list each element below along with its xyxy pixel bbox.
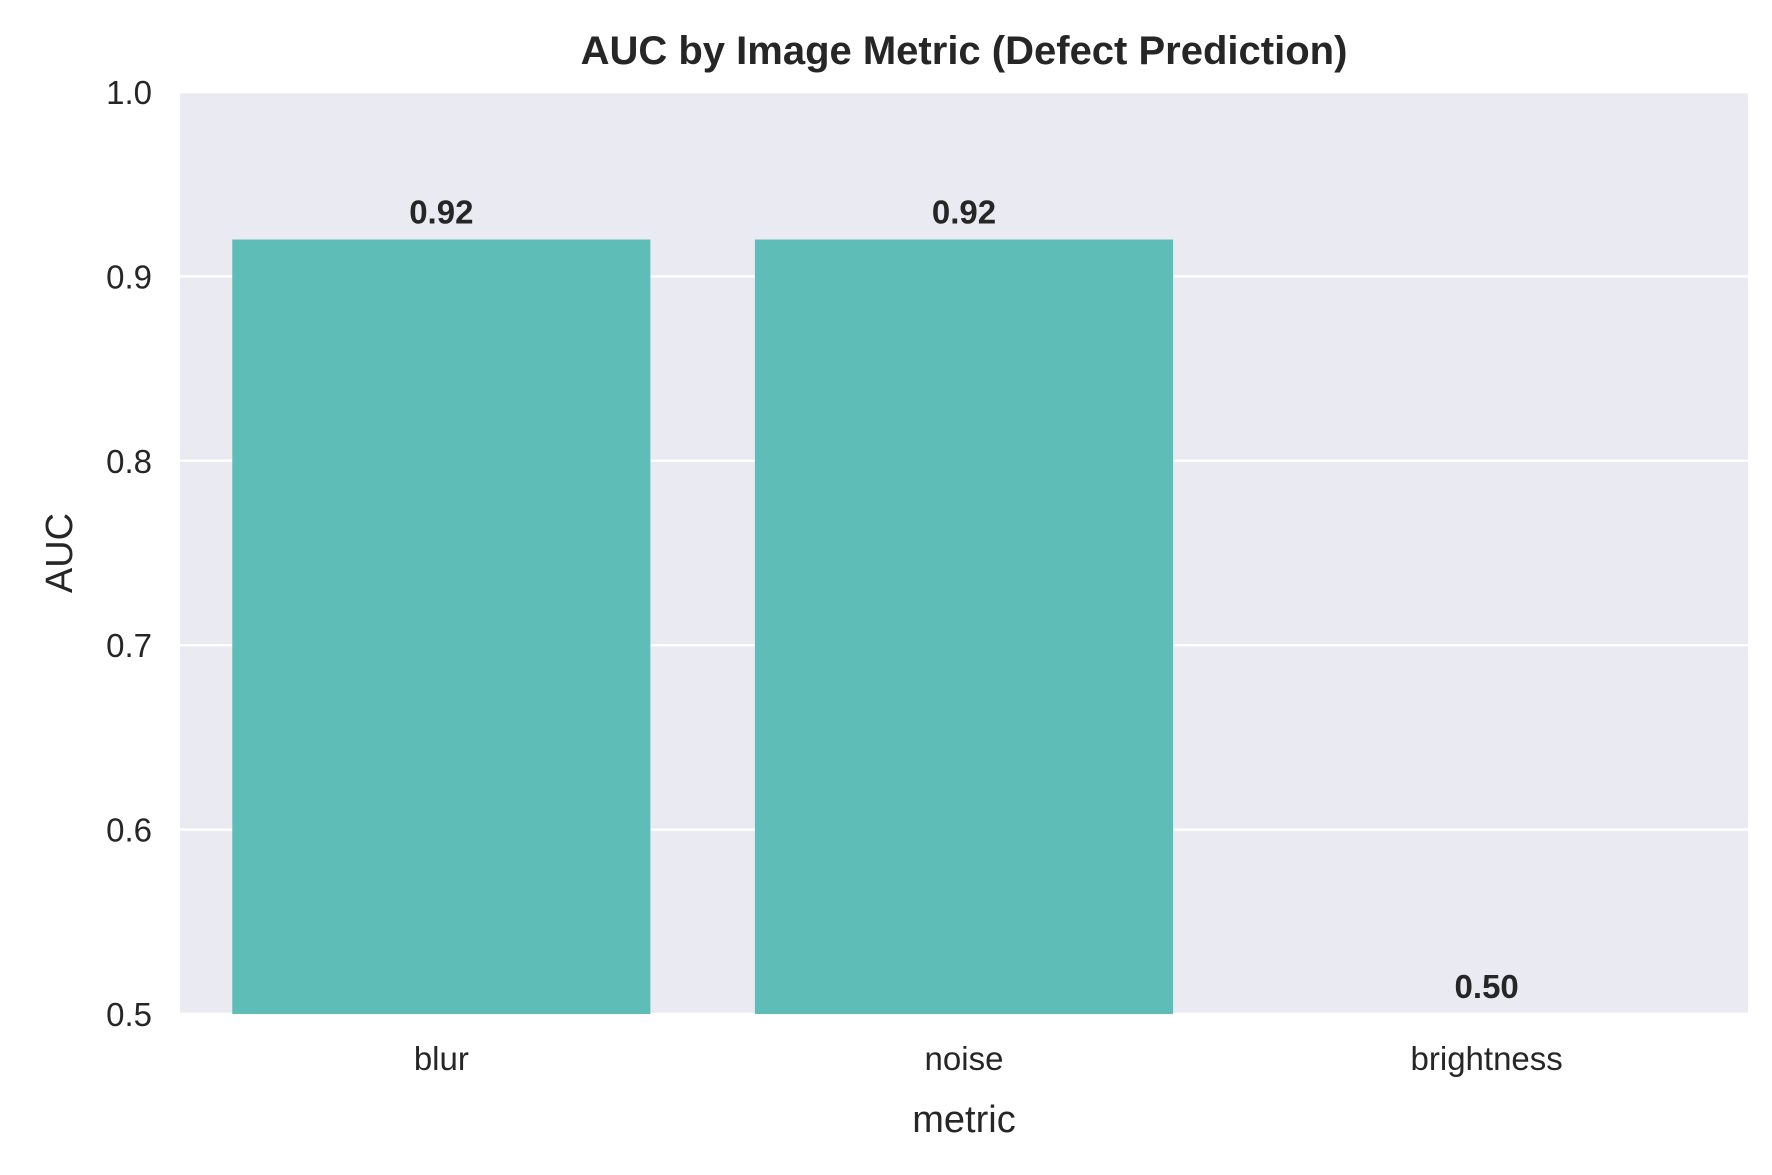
y-axis-label: AUC [39, 513, 81, 593]
y-tick-label: 0.5 [106, 996, 152, 1033]
x-tick-label-blur: blur [414, 1040, 469, 1077]
y-tick-label: 0.7 [106, 627, 152, 664]
data-labels: 0.92 0.92 0.50 [409, 194, 1519, 1005]
y-tick-label: 0.6 [106, 812, 152, 849]
x-axis-ticks: blur noise brightness [414, 1040, 1563, 1077]
y-tick-label: 1.0 [106, 74, 152, 111]
bar-blur [232, 239, 651, 1014]
data-label-brightness: 0.50 [1455, 968, 1519, 1005]
y-axis-ticks: 0.5 0.6 0.7 0.8 0.9 1.0 [106, 74, 152, 1033]
chart-title: AUC by Image Metric (Defect Prediction) [581, 29, 1348, 73]
x-tick-label-noise: noise [925, 1040, 1004, 1077]
bars [232, 239, 1174, 1014]
data-label-noise: 0.92 [932, 194, 996, 231]
x-tick-label-brightness: brightness [1411, 1040, 1563, 1077]
x-axis-label: metric [912, 1099, 1015, 1141]
data-label-blur: 0.92 [409, 194, 473, 231]
y-tick-label: 0.9 [106, 258, 152, 295]
y-tick-label: 0.8 [106, 443, 152, 480]
bar-noise [754, 239, 1174, 1014]
